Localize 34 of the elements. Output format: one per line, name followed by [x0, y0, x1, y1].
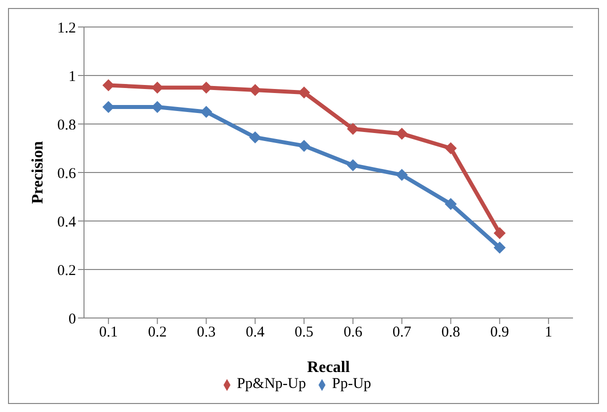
- y-tick-label: 0.6: [57, 166, 76, 182]
- y-tick-label: 0.4: [57, 214, 76, 230]
- y-axis-title: Precision: [30, 141, 47, 204]
- point: [102, 79, 114, 92]
- y-tick-label: 1.2: [57, 20, 76, 36]
- point: [298, 140, 310, 152]
- x-tick-label: 0.1: [99, 324, 118, 341]
- x-tick-label: 0.2: [148, 324, 167, 341]
- x-tick-label: 0.8: [441, 324, 460, 341]
- point: [298, 86, 310, 98]
- point: [396, 128, 408, 140]
- x-tick-label: 0.6: [344, 324, 363, 341]
- point: [396, 168, 408, 181]
- point: [494, 227, 506, 240]
- legend-label: Pp-Up: [332, 376, 372, 392]
- x-tick-label: 0.7: [392, 324, 412, 341]
- y-tick-label: 1: [68, 68, 76, 85]
- point: [249, 131, 262, 144]
- point: [200, 106, 212, 118]
- x-tick-label: 1: [544, 324, 552, 341]
- x-axis-title: Recall: [307, 359, 350, 376]
- point: [346, 159, 359, 172]
- y-tick-label: 0: [68, 311, 76, 328]
- point: [444, 198, 457, 210]
- x-tick-label: 0.3: [196, 324, 216, 341]
- y-tick-label: 0.2: [57, 262, 76, 279]
- point: [494, 242, 506, 254]
- y-tick-label: 0.8: [57, 117, 76, 134]
- legend-label: Pp&Np-Up: [236, 376, 306, 392]
- x-tick-label: 0.4: [246, 324, 266, 341]
- point: [346, 122, 359, 135]
- point: [444, 142, 457, 154]
- x-tick-label: 0.5: [294, 324, 314, 341]
- x-tick-label: 0.9: [490, 324, 510, 341]
